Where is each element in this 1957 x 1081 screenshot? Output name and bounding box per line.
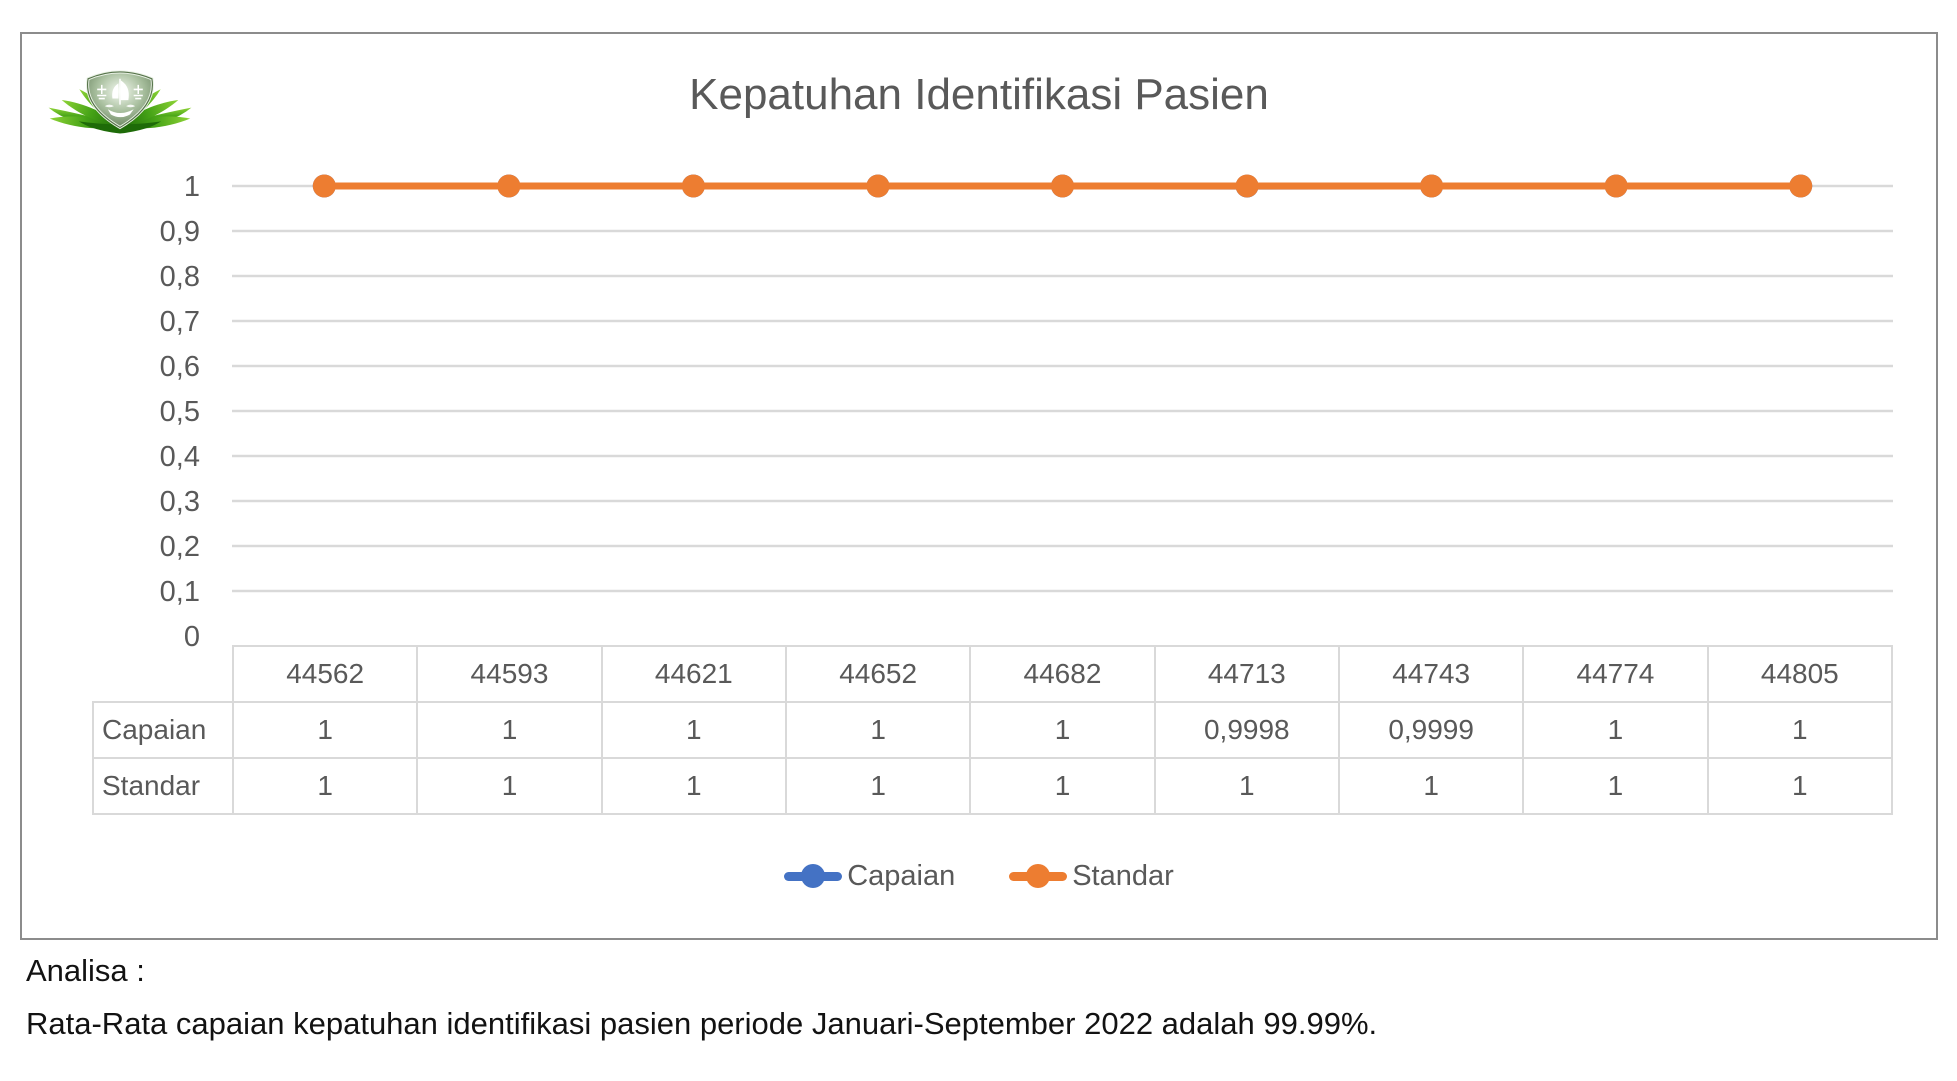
legend-dot-icon <box>1026 864 1051 888</box>
standar-marker <box>497 174 521 198</box>
table-cell: 1 <box>600 757 787 815</box>
category-row: 44562 44593 44621 44652 44682 44713 44743 44774… <box>93 645 1894 703</box>
chart-legend: Capaian Standar <box>22 854 1936 898</box>
legend-line-marker-icon <box>784 864 843 888</box>
table-cell: 1 <box>231 757 419 815</box>
table-cell: 44652 <box>784 645 972 703</box>
table-cell: 1 <box>784 701 972 759</box>
y-axis-tick-label: 0,5 <box>160 396 200 428</box>
table-cell: 44621 <box>600 645 787 703</box>
table-corner-blank <box>93 646 233 702</box>
y-axis-tick-label: 0,6 <box>160 351 200 383</box>
table-cell: 1 <box>1522 701 1709 759</box>
y-axis-tick-label: 1 <box>184 171 200 203</box>
table-cell: 44713 <box>1153 645 1340 703</box>
legend-label: Capaian <box>847 859 956 892</box>
chart-title: Kepatuhan Identifikasi Pasien <box>689 70 1269 119</box>
logo-ship <box>104 78 136 118</box>
table-cell: 1 <box>600 701 787 759</box>
table-cell: 44805 <box>1706 645 1894 703</box>
table-cell: 1 <box>231 701 419 759</box>
row-label: Standar <box>92 757 234 815</box>
plot-area: 0 0,1 0,2 0,3 0,4 0,5 0,6 0,7 0,8 0,9 1 <box>160 171 1893 653</box>
table-cell: 1 <box>784 757 972 815</box>
standar-marker <box>1604 174 1628 198</box>
standar-marker <box>1420 174 1444 198</box>
y-axis-tick-label: 0,9 <box>160 216 200 248</box>
y-axis-tick-label: 0,3 <box>160 486 200 518</box>
table-cell: 0,9998 <box>1153 701 1340 759</box>
y-axis-tick-label: 0,8 <box>160 261 200 293</box>
table-cell: 1 <box>969 757 1156 815</box>
chart-container: Kepatuhan Identifikasi Pasien 0 0,1 0,2 0,3… <box>20 32 1938 940</box>
standar-marker <box>1051 174 1074 198</box>
table-cell: 1 <box>1706 701 1894 759</box>
table-cell: 44743 <box>1337 645 1525 703</box>
standar-marker <box>681 174 705 198</box>
y-axis-tick-label: 0,4 <box>160 441 200 473</box>
legend-dot-icon <box>801 864 826 888</box>
row-label: Capaian <box>92 701 234 759</box>
table-cell: 1 <box>969 701 1156 759</box>
table-cell: 1 <box>1706 757 1894 815</box>
legend-item-standar: Standar <box>1009 860 1174 893</box>
table-cell: 44593 <box>416 645 603 703</box>
table-cell: 1 <box>1337 757 1525 815</box>
y-axis-tick-label: 0,2 <box>160 531 200 563</box>
data-table: 44562 44593 44621 44652 44682 44713 44743 44774… <box>92 645 1894 815</box>
legend-label: Standar <box>1072 859 1174 892</box>
standar-row: Standar 1 1 1 1 1 1 1 1 1 <box>92 757 1894 815</box>
table-cell: 1 <box>416 701 603 759</box>
legend-item-capaian: Capaian <box>784 860 955 893</box>
table-cell: 44682 <box>969 645 1156 703</box>
capaian-row: Capaian 1 1 1 1 1 0,9998 0,9999 1 1 <box>92 701 1894 759</box>
legend-line-marker-icon <box>1009 864 1068 888</box>
standar-marker <box>312 174 336 198</box>
table-cell: 1 <box>416 757 603 815</box>
table-cell: 1 <box>1153 757 1340 815</box>
y-axis-tick-label: 0,7 <box>160 306 200 338</box>
table-cell: 0,9999 <box>1337 701 1525 759</box>
tzu-chi-logo-icon <box>48 70 192 134</box>
table-cell: 44774 <box>1522 645 1709 703</box>
standar-marker <box>1235 174 1259 198</box>
standar-marker <box>1789 174 1813 198</box>
analysis-text: Rata-Rata capaian kepatuhan identifikasi… <box>26 1006 1378 1041</box>
y-axis-tick-label: 0,1 <box>160 576 200 608</box>
standar-marker <box>866 174 890 198</box>
table-cell: 44562 <box>231 645 419 703</box>
table-cell: 1 <box>1522 757 1709 815</box>
analysis-heading: Analisa : <box>26 953 145 988</box>
y-axis-tick-label: 0 <box>184 621 200 653</box>
logo-characters <box>97 84 143 100</box>
